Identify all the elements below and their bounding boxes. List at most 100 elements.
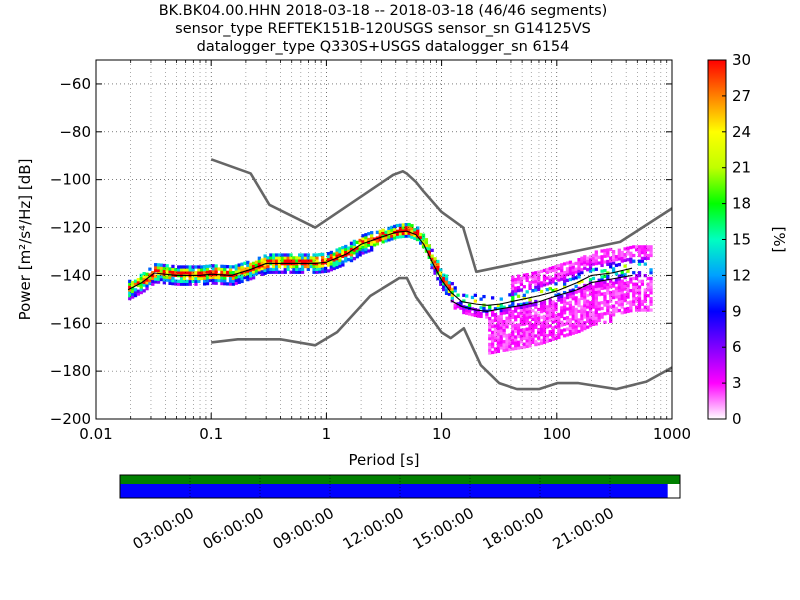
- psd-cell: [646, 282, 650, 286]
- psd-cell: [525, 321, 529, 326]
- psd-cell: [416, 237, 420, 242]
- psd-cell: [188, 282, 192, 286]
- psd-cell: [577, 269, 581, 273]
- psd-cell: [537, 273, 541, 277]
- psd-cell: [637, 250, 642, 255]
- psd-cell: [522, 322, 526, 326]
- psd-cell: [505, 336, 509, 340]
- psd-cell: [571, 262, 575, 266]
- psd-cell: [617, 308, 621, 313]
- psd-cell: [600, 255, 604, 259]
- psd-cell: [404, 234, 408, 238]
- psd-cell: [214, 270, 218, 274]
- psd-cell: [318, 267, 322, 271]
- psd-cell: [436, 268, 440, 272]
- psd-cell: [490, 345, 495, 349]
- psd-cell: [352, 257, 357, 261]
- psd-cell: [214, 275, 218, 280]
- psd-cell: [554, 270, 558, 274]
- psd-cell: [534, 322, 538, 327]
- psd-cell: [378, 232, 382, 236]
- psd-cell: [473, 293, 477, 297]
- psd-cell: [614, 286, 619, 290]
- psd-cell: [456, 305, 460, 309]
- psd-cell: [289, 270, 293, 274]
- psd-cell: [346, 246, 351, 250]
- psd-cell: [154, 277, 158, 281]
- psd-cell: [228, 282, 233, 286]
- psd-cell: [522, 310, 526, 315]
- psd-cell: [545, 339, 549, 343]
- psd-cell: [148, 267, 152, 271]
- psd-cell: [554, 313, 558, 318]
- psd-cell: [565, 321, 570, 326]
- psd-cell: [580, 291, 584, 295]
- psd-cell: [643, 299, 647, 304]
- psd-cell: [516, 274, 521, 278]
- psd-cell: [623, 264, 627, 268]
- psd-cell: [367, 237, 371, 242]
- psd-cell: [646, 305, 650, 309]
- psd-cell: [511, 330, 515, 334]
- psd-cell: [341, 260, 345, 264]
- psd-cell: [326, 252, 331, 256]
- psd-cell: [298, 256, 302, 260]
- psd-cell: [606, 274, 610, 278]
- psd-cell: [528, 312, 532, 316]
- psd-cell: [571, 271, 575, 275]
- psd-cell: [514, 286, 518, 290]
- psd-cell: [177, 282, 181, 286]
- psd-cell: [335, 257, 339, 261]
- psd-cell: [490, 333, 495, 337]
- psd-cell: [634, 296, 639, 301]
- psd-cell: [502, 340, 506, 344]
- psd-cell: [562, 270, 567, 275]
- psd-cell: [646, 288, 650, 292]
- psd-cell: [594, 322, 598, 326]
- psd-cell: [603, 294, 607, 299]
- psd-cell: [588, 260, 593, 265]
- psd-cell: [249, 271, 253, 275]
- psd-cell: [600, 258, 604, 262]
- psd-cell: [637, 262, 642, 266]
- psd-cell: [283, 253, 287, 257]
- psd-cell: [626, 289, 630, 293]
- psd-cell: [266, 256, 270, 260]
- psd-cell: [606, 259, 610, 264]
- psd-cell: [511, 315, 515, 319]
- psd-cell: [341, 251, 345, 256]
- psd-cell: [565, 270, 570, 274]
- psd-cell: [364, 238, 368, 243]
- psd-cell: [623, 247, 627, 251]
- psd-cell: [516, 294, 521, 298]
- psd-cell: [442, 279, 446, 283]
- psd-cell: [551, 337, 555, 342]
- psd-cell: [292, 259, 296, 263]
- psd-cell: [609, 296, 613, 300]
- psd-cell: [130, 292, 135, 296]
- psd-cell: [254, 260, 259, 264]
- psd-cell: [237, 263, 241, 267]
- psd-cell: [577, 266, 581, 270]
- psd-cell: [511, 338, 515, 342]
- psd-cell: [562, 322, 567, 326]
- psd-cell: [493, 318, 498, 322]
- title-line-2: sensor_type REFTEK151B-120USGS sensor_sn…: [175, 21, 591, 37]
- psd-cell: [565, 318, 570, 323]
- psd-cell: [591, 288, 596, 292]
- psd-cell: [545, 287, 549, 292]
- psd-cell: [240, 265, 244, 269]
- psd-cell: [588, 292, 593, 296]
- psd-cell: [335, 265, 339, 269]
- psd-cell: [493, 315, 498, 320]
- psd-cell: [237, 277, 241, 282]
- psd-cell: [643, 291, 647, 295]
- psd-cell: [442, 282, 446, 286]
- psd-cell: [609, 305, 613, 309]
- psd-cell: [283, 267, 287, 272]
- psd-cell: [562, 308, 567, 312]
- psd-cell: [263, 254, 267, 258]
- psd-cell: [649, 296, 653, 301]
- psd-cell: [571, 314, 575, 318]
- psd-cell: [568, 323, 573, 328]
